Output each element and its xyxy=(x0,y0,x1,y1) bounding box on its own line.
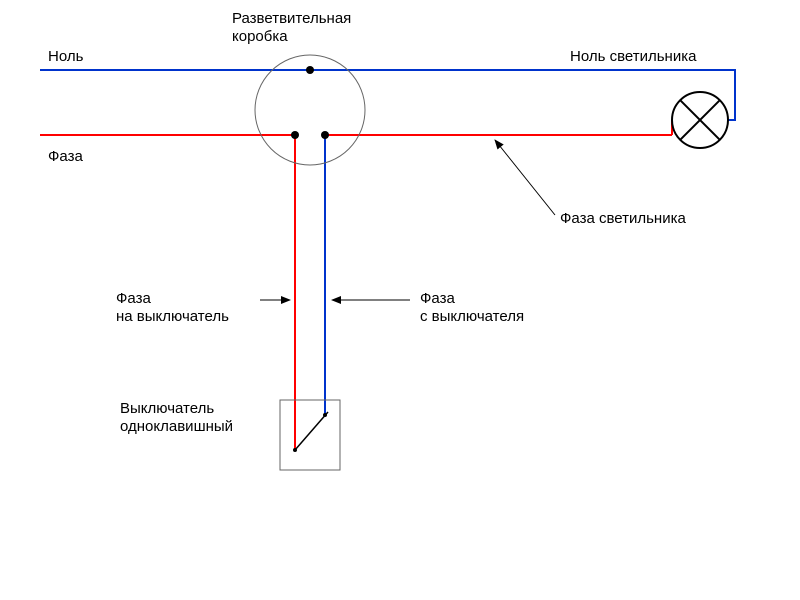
label-neutral-lamp: Ноль светильника xyxy=(570,48,696,66)
label-neutral-in: Ноль xyxy=(48,48,83,66)
label-junction-box: Разветвительная коробка xyxy=(232,10,351,46)
label-phase-lamp: Фаза светильника xyxy=(560,210,686,228)
label-phase-to-switch: Фаза на выключатель xyxy=(116,290,229,326)
label-phase-in: Фаза xyxy=(48,148,83,166)
label-switch: Выключатель одноклавишный xyxy=(120,400,233,436)
label-phase-from-switch: Фаза с выключателя xyxy=(420,290,524,326)
